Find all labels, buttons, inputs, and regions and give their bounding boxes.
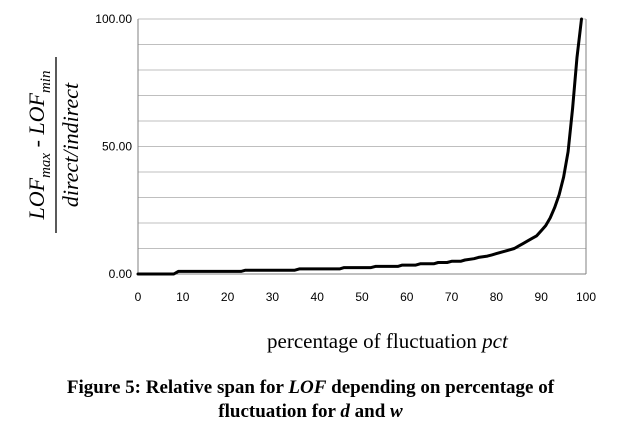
caption-line-2: fluctuation for d and w xyxy=(218,401,403,422)
x-tick-label: 80 xyxy=(490,290,504,304)
x-tick-label: 100 xyxy=(576,290,596,304)
y-tick-label: 0.00 xyxy=(109,267,133,281)
x-tick-label: 70 xyxy=(445,290,459,304)
chart: 0.00 50.00 100.00 0 10 20 30 40 50 60 70 80 90 100 L… xyxy=(24,12,597,304)
y-axis-label: LOFmax - LOFmin direct/indirect xyxy=(24,57,83,233)
grid-lines xyxy=(138,18,586,249)
x-tick-label: 60 xyxy=(400,290,414,304)
figure-caption: Figure 5: Relative span for LOF dependin… xyxy=(0,376,621,424)
caption-line-1: Figure 5: Relative span for LOF dependin… xyxy=(66,377,555,398)
x-tick-label: 10 xyxy=(176,290,190,304)
x-axis-label: percentage of fluctuation pct xyxy=(267,329,508,353)
x-tick-labels: 0 10 20 30 40 50 60 70 80 90 100 xyxy=(135,290,597,304)
x-tick-label: 50 xyxy=(355,290,369,304)
y-label-numerator: LOFmax - LOFmin xyxy=(24,71,54,221)
y-tick-label: 50.00 xyxy=(102,140,132,154)
y-label-denominator: direct/indirect xyxy=(58,82,83,207)
x-tick-label: 40 xyxy=(311,290,325,304)
series-line xyxy=(136,17,583,276)
y-tick-labels: 0.00 50.00 100.00 xyxy=(95,12,132,281)
x-tick-label: 90 xyxy=(535,290,549,304)
y-tick-label: 100.00 xyxy=(95,12,132,26)
x-tick-label: 30 xyxy=(266,290,280,304)
x-tick-label: 20 xyxy=(221,290,235,304)
x-tick-label: 0 xyxy=(135,290,142,304)
